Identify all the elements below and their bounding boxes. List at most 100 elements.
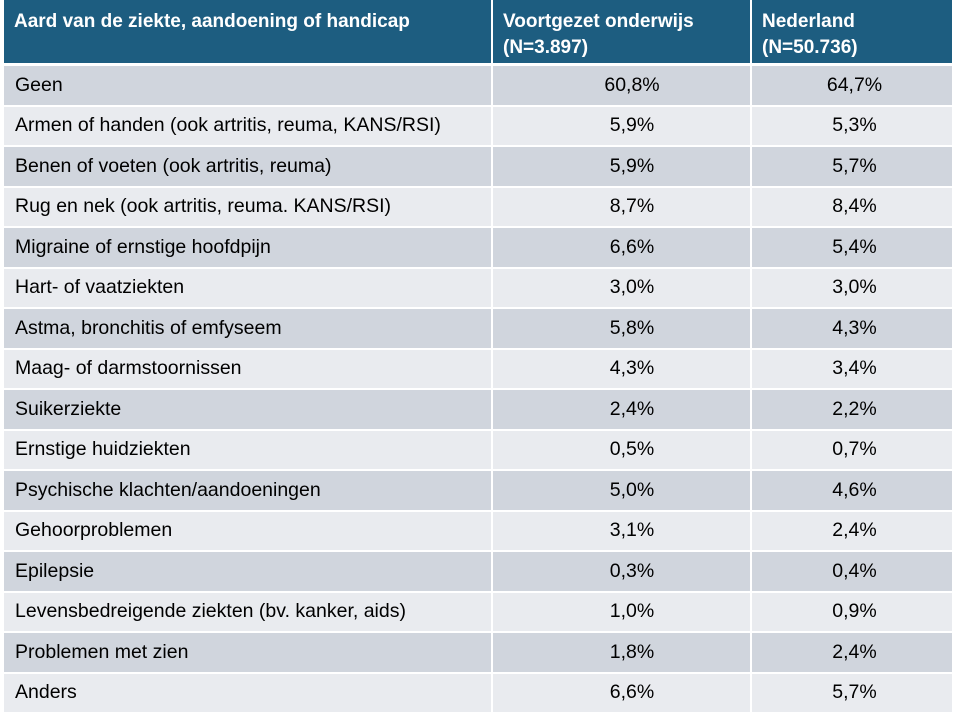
nl-percentage-cell: 3,4%: [752, 349, 952, 390]
header-nederland: Nederland (N=50.736): [752, 0, 952, 66]
vo-percentage-cell: 1,8%: [493, 633, 752, 674]
header-vo-line1: Voortgezet onderwijs: [503, 11, 694, 32]
condition-label: Rug en nek (ook artritis, reuma. KANS/RS…: [4, 187, 493, 228]
vo-percentage-cell: 4,3%: [493, 349, 752, 390]
table-row: Hart- of vaatziekten 3,0% 3,0%: [4, 268, 952, 309]
nl-percentage: 0,7%: [832, 438, 877, 461]
nl-percentage-cell: 0,9%: [752, 592, 952, 633]
nl-percentage-cell: 5,4%: [752, 228, 952, 269]
table-row: Migraine of ernstige hoofdpijn 6,6% 5,4%: [4, 228, 952, 269]
condition-label: Maag- of darmstoornissen: [4, 349, 493, 390]
condition-label: Astma, bronchitis of emfyseem: [4, 309, 493, 350]
condition-table: Aard van de ziekte, aandoening of handic…: [4, 0, 952, 714]
table-row: Anders 6,6% 5,7%: [4, 673, 952, 714]
nl-percentage: 64,7%: [826, 73, 883, 96]
vo-percentage: 6,6%: [609, 681, 655, 704]
nl-percentage-cell: 4,6%: [752, 471, 952, 512]
data-table-container: Aard van de ziekte, aandoening of handic…: [4, 0, 952, 714]
table-row: Benen of voeten (ook artritis, reuma) 5,9…: [4, 147, 952, 188]
header-condition-text: Aard van de ziekte, aandoening of handic…: [14, 11, 410, 32]
nl-percentage-cell: 4,3%: [752, 309, 952, 350]
header-condition: Aard van de ziekte, aandoening of handic…: [4, 0, 493, 66]
nl-percentage-cell: 3,0%: [752, 268, 952, 309]
vo-percentage-cell: 60,8%: [493, 66, 752, 107]
nl-percentage-cell: 2,2%: [752, 390, 952, 431]
vo-percentage-cell: 5,9%: [493, 106, 752, 147]
nl-percentage: 0,4%: [832, 559, 877, 582]
condition-label: Migraine of ernstige hoofdpijn: [4, 228, 493, 269]
vo-percentage: 3,0%: [609, 276, 655, 299]
table-row: Problemen met zien 1,8% 2,4%: [4, 633, 952, 674]
vo-percentage: 3,1%: [609, 519, 655, 542]
condition-label: Hart- of vaatziekten: [4, 268, 493, 309]
nl-percentage-cell: 8,4%: [752, 187, 952, 228]
table-row: Rug en nek (ook artritis, reuma. KANS/RS…: [4, 187, 952, 228]
nl-percentage: 8,4%: [832, 195, 877, 218]
header-voortgezet-onderwijs: Voortgezet onderwijs (N=3.897): [493, 0, 752, 66]
vo-percentage: 6,6%: [609, 235, 655, 258]
vo-percentage: 5,0%: [609, 478, 655, 501]
condition-label: Gehoorproblemen: [4, 511, 493, 552]
vo-percentage-cell: 6,6%: [493, 228, 752, 269]
table-row: Levensbedreigende ziekten (bv. kanker, a…: [4, 592, 952, 633]
nl-percentage-cell: 0,7%: [752, 430, 952, 471]
nl-percentage: 5,4%: [832, 235, 877, 258]
vo-percentage: 5,9%: [609, 114, 655, 137]
nl-percentage-cell: 2,4%: [752, 633, 952, 674]
nl-percentage-cell: 64,7%: [752, 66, 952, 107]
vo-percentage-cell: 6,6%: [493, 673, 752, 714]
nl-percentage: 2,4%: [832, 519, 877, 542]
condition-label: Psychische klachten/aandoeningen: [4, 471, 493, 512]
condition-label: Epilepsie: [4, 552, 493, 593]
vo-percentage-cell: 0,5%: [493, 430, 752, 471]
condition-label: Levensbedreigende ziekten (bv. kanker, a…: [4, 592, 493, 633]
vo-percentage: 8,7%: [609, 195, 655, 218]
nl-percentage: 2,2%: [832, 397, 877, 420]
condition-label: Problemen met zien: [4, 633, 493, 674]
vo-percentage: 2,4%: [609, 397, 655, 420]
vo-percentage: 5,9%: [609, 154, 655, 177]
nl-percentage-cell: 5,7%: [752, 147, 952, 188]
condition-label: Geen: [4, 66, 493, 107]
nl-percentage-cell: 5,3%: [752, 106, 952, 147]
table-row: Geen 60,8% 64,7%: [4, 66, 952, 107]
vo-percentage: 1,8%: [609, 640, 655, 663]
vo-percentage: 1,0%: [609, 600, 655, 623]
condition-label: Ernstige huidziekten: [4, 430, 493, 471]
vo-percentage-cell: 3,0%: [493, 268, 752, 309]
vo-percentage: 4,3%: [609, 357, 655, 380]
nl-percentage-cell: 2,4%: [752, 511, 952, 552]
vo-percentage: 0,3%: [609, 559, 655, 582]
table-row: Armen of handen (ook artritis, reuma, KA…: [4, 106, 952, 147]
table-row: Gehoorproblemen 3,1% 2,4%: [4, 511, 952, 552]
nl-percentage: 0,9%: [832, 600, 877, 623]
table-row: Maag- of darmstoornissen 4,3% 3,4%: [4, 349, 952, 390]
header-vo-line2: (N=3.897): [503, 37, 589, 58]
condition-label: Suikerziekte: [4, 390, 493, 431]
vo-percentage-cell: 0,3%: [493, 552, 752, 593]
nl-percentage: 3,4%: [832, 357, 877, 380]
vo-percentage-cell: 2,4%: [493, 390, 752, 431]
nl-percentage: 5,7%: [832, 154, 877, 177]
table-row: Epilepsie 0,3% 0,4%: [4, 552, 952, 593]
table-body: Geen 60,8% 64,7% Armen of handen (ook artri…: [4, 66, 952, 714]
condition-label: Benen of voeten (ook artritis, reuma): [4, 147, 493, 188]
vo-percentage: 5,8%: [609, 316, 655, 339]
nl-percentage: 2,4%: [832, 640, 877, 663]
table-row: Astma, bronchitis of emfyseem 5,8% 4,3%: [4, 309, 952, 350]
vo-percentage-cell: 3,1%: [493, 511, 752, 552]
condition-label: Armen of handen (ook artritis, reuma, KA…: [4, 106, 493, 147]
table-row: Psychische klachten/aandoeningen 5,0% 4,6%: [4, 471, 952, 512]
nl-percentage: 5,7%: [832, 681, 877, 704]
header-nl-line2: (N=50.736): [762, 37, 858, 58]
table-row: Ernstige huidziekten 0,5% 0,7%: [4, 430, 952, 471]
nl-percentage: 4,6%: [832, 478, 877, 501]
vo-percentage-cell: 1,0%: [493, 592, 752, 633]
nl-percentage: 4,3%: [832, 316, 877, 339]
vo-percentage-cell: 5,9%: [493, 147, 752, 188]
vo-percentage: 0,5%: [609, 438, 655, 461]
vo-percentage-cell: 5,0%: [493, 471, 752, 512]
condition-label: Anders: [4, 673, 493, 714]
header-nl-line1: Nederland: [762, 11, 855, 32]
nl-percentage: 5,3%: [832, 114, 877, 137]
